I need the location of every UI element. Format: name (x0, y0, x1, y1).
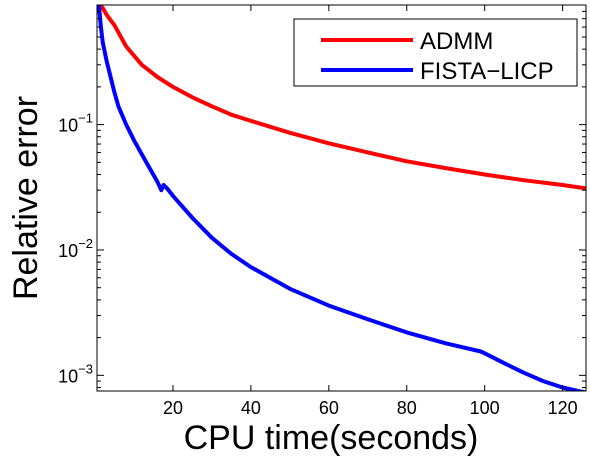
legend-label-admm: ADMM (420, 28, 493, 55)
y-tick-label: 10−3 (58, 361, 93, 386)
series-line-1 (97, 5, 586, 391)
y-axis-label: Relative error (7, 96, 45, 300)
y-tick-label: 10−1 (58, 111, 93, 136)
x-tick-label: 120 (548, 398, 578, 418)
axes-frame (96, 4, 587, 392)
x-axis-label: CPU time(seconds) (184, 419, 479, 457)
x-tick-label: 100 (470, 398, 500, 418)
legend: ADMM FISTA−LICP (293, 18, 578, 87)
legend-label-fista: FISTA−LICP (420, 58, 554, 85)
x-tick-label: 40 (241, 398, 261, 418)
x-tick-label: 20 (163, 398, 183, 418)
x-tick-label: 60 (319, 398, 339, 418)
y-tick-label: 10−2 (58, 236, 93, 261)
x-tick-label: 80 (397, 398, 417, 418)
series-line-0 (97, 5, 586, 191)
legend-box (293, 18, 578, 87)
